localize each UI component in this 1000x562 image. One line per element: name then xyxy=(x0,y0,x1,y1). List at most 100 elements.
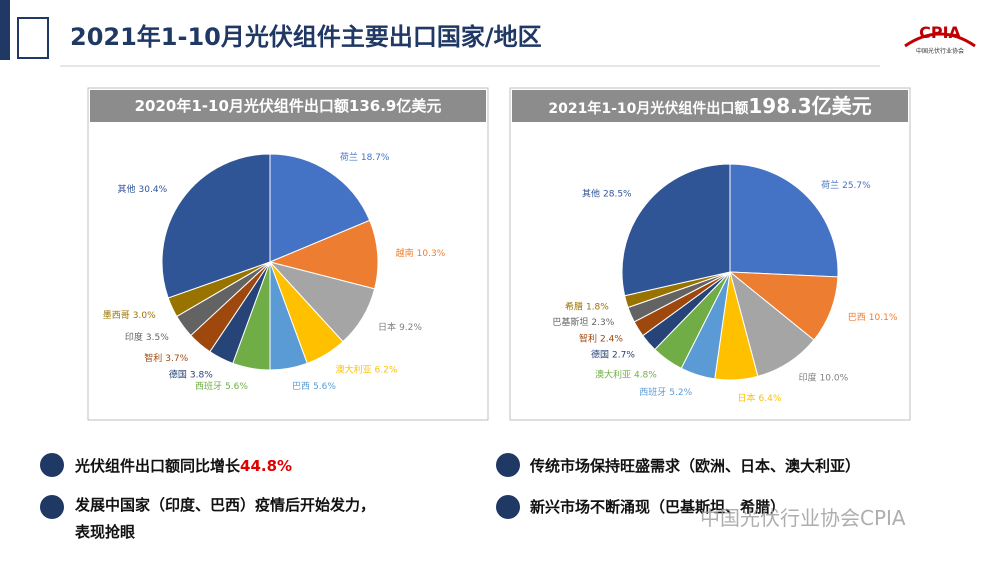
slice-label: 西班牙 5.6% xyxy=(195,380,248,392)
slice-label: 西班牙 5.2% xyxy=(639,386,692,398)
slice-value: 4.8% xyxy=(634,370,657,380)
slice-category: 日本 xyxy=(378,320,396,332)
slice-value: 6.2% xyxy=(375,365,398,375)
bullet-highlight: 44.8% xyxy=(240,457,292,475)
slice-value: 6.4% xyxy=(759,393,782,403)
charts: 荷兰 18.7%越南 10.3%日本 9.2%澳大利亚 6.2%巴西 5.6%西班牙 5.6… xyxy=(103,151,898,404)
pie-slice xyxy=(268,219,379,290)
slice-value: 1.8% xyxy=(586,302,609,312)
slice-value: 18.7% xyxy=(361,153,390,163)
slice-label: 巴西 10.1% xyxy=(848,311,898,322)
slice-category: 荷兰 xyxy=(821,178,839,190)
bullet: 传统市场保持旺盛需求（欧洲、日本、澳大利亚） xyxy=(496,453,860,477)
slice-category: 巴西 xyxy=(292,381,310,392)
slice-value: 2.4% xyxy=(600,334,623,344)
slice-label: 希腊 1.8% xyxy=(565,300,609,312)
panel-header xyxy=(512,90,908,122)
slice-value: 3.7% xyxy=(165,353,188,363)
bullet: 新兴市场不断涌现（巴基斯坦、希腊） xyxy=(496,495,785,519)
logo-arc xyxy=(904,32,976,48)
slice-value: 30.4% xyxy=(139,185,168,195)
bullet: 光伏组件出口额同比增长44.8% xyxy=(40,453,292,477)
slice-label: 智利 3.7% xyxy=(144,351,188,363)
accent-bar xyxy=(0,0,10,60)
slice-label: 澳大利亚 6.2% xyxy=(335,363,397,375)
slide-title: 2021年1-10月光伏组件主要出口国家/地区 xyxy=(70,23,542,51)
slice-category: 西班牙 xyxy=(639,386,666,398)
bullet-text: 传统市场保持旺盛需求（欧洲、日本、澳大利亚） xyxy=(529,457,860,475)
slice-value: 2.7% xyxy=(612,350,635,360)
slice-category: 其他 xyxy=(118,183,136,195)
slice-label: 其他 28.5% xyxy=(582,187,632,199)
pie-slice xyxy=(729,163,839,278)
slice-category: 德国 xyxy=(169,368,187,380)
bullet-icon xyxy=(496,495,520,519)
slice-category: 其他 xyxy=(582,187,600,199)
bullet-text: 新兴市场不断涌现（巴基斯坦、希腊） xyxy=(530,498,785,516)
slice-label: 荷兰 18.7% xyxy=(340,151,390,163)
chart-title: 2020年1-10月光伏组件出口额136.9亿美元 xyxy=(135,97,442,115)
bullet-icon xyxy=(40,495,64,519)
bullet-text: 发展中国家（印度、巴西）疫情后开始发力， xyxy=(74,496,375,514)
slice-value: 10.1% xyxy=(869,312,898,322)
chart-title: 2021年1-10月光伏组件出口额198.3亿美元 xyxy=(548,94,871,118)
accent-frame xyxy=(17,17,49,59)
slice-label: 印度 3.5% xyxy=(125,331,169,343)
slice-category: 越南 xyxy=(396,246,414,258)
pie-slice xyxy=(161,153,271,299)
bullet-text: 光伏组件出口额同比增长44.8% xyxy=(74,457,292,475)
slice-value: 5.6% xyxy=(313,382,336,392)
slice-value: 9.2% xyxy=(399,322,422,332)
slice-category: 希腊 xyxy=(565,300,583,312)
watermark: 中国光伏行业协会CPIA xyxy=(700,506,906,530)
slice-value: 3.5% xyxy=(146,333,169,343)
slice-label: 德国 3.8% xyxy=(169,368,213,380)
slice-label: 巴基斯坦 2.3% xyxy=(552,315,614,327)
slice-label: 印度 10.0% xyxy=(799,371,849,383)
slice-category: 印度 xyxy=(799,371,817,383)
slice-value: 10.3% xyxy=(417,248,446,258)
slice-label: 智利 2.4% xyxy=(579,332,623,344)
logo-subtitle: 中国光伏行业协会 xyxy=(916,47,964,55)
pie-slice xyxy=(621,163,731,297)
slice-label: 日本 9.2% xyxy=(378,320,422,332)
slice-category: 墨西哥 xyxy=(103,309,130,320)
slice-label: 澳大利亚 4.8% xyxy=(595,368,657,380)
slice-label: 德国 2.7% xyxy=(591,348,635,360)
slice-value: 3.8% xyxy=(190,370,213,380)
chart-title-highlight: 198.3亿美元 xyxy=(748,94,871,118)
logo-text: CPIA xyxy=(919,23,961,42)
slice-category: 智利 xyxy=(579,332,597,344)
slice-category: 西班牙 xyxy=(195,380,222,392)
bullet-main: 光伏组件出口额同比增长 xyxy=(74,457,241,475)
slice-value: 25.7% xyxy=(842,180,871,190)
slice-label: 荷兰 25.7% xyxy=(821,178,871,190)
slice-category: 荷兰 xyxy=(340,151,358,163)
slice-category: 澳大利亚 xyxy=(335,363,371,375)
slice-label: 其他 30.4% xyxy=(118,183,168,195)
slice-value: 5.2% xyxy=(669,388,692,398)
slice-category: 巴西 xyxy=(848,311,866,322)
slice-category: 澳大利亚 xyxy=(595,368,631,380)
panel-header xyxy=(90,90,486,122)
slice-value: 28.5% xyxy=(603,189,632,199)
bullet-icon xyxy=(496,453,520,477)
slice-value: 5.6% xyxy=(225,382,248,392)
slice-value: 10.0% xyxy=(820,373,849,383)
slice-category: 印度 xyxy=(125,331,143,343)
slice-label: 越南 10.3% xyxy=(396,246,446,258)
slice-value: 2.3% xyxy=(591,317,614,327)
pie-slice xyxy=(269,153,371,263)
slice-label: 墨西哥 3.0% xyxy=(103,309,156,320)
bullet-text: 表现抢眼 xyxy=(75,523,135,541)
slice-category: 智利 xyxy=(144,351,162,363)
bullet-icon xyxy=(40,453,64,477)
slice-category: 德国 xyxy=(591,348,609,360)
bullet: 发展中国家（印度、巴西）疫情后开始发力， 表现抢眼 xyxy=(40,495,375,541)
chart-title-main: 2021年1-10月光伏组件出口额 xyxy=(548,100,748,117)
slice-value: 3.0% xyxy=(133,310,156,320)
slice-label: 巴西 5.6% xyxy=(292,381,336,392)
slice-category: 日本 xyxy=(738,391,756,403)
slice-label: 日本 6.4% xyxy=(738,391,782,403)
